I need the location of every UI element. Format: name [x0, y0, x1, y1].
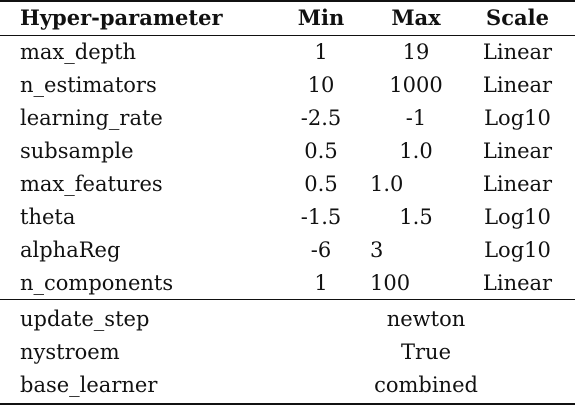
row-max: -1	[405, 106, 427, 130]
row-scale: Linear	[482, 172, 553, 196]
row-scale: Linear	[482, 139, 553, 163]
fixed-row-name: update_step	[20, 307, 150, 331]
row-min: -6	[310, 238, 332, 262]
row-min: 1	[314, 40, 328, 64]
fixed-row-value: True	[401, 340, 451, 364]
row-min: -2.5	[300, 106, 342, 130]
row-min: -1.5	[300, 205, 342, 229]
row-max: 3	[370, 238, 384, 262]
table-bottom-rule	[0, 403, 575, 405]
row-min: 0.5	[304, 139, 338, 163]
row-name: max_depth	[20, 40, 137, 64]
fixed-row: nystroem True	[0, 336, 575, 369]
fixed-row: base_learner combined	[0, 369, 575, 402]
row-min: 1	[314, 271, 328, 295]
row-name: max_features	[20, 172, 163, 196]
row-max: 1.5	[399, 205, 433, 229]
table-top-rule	[0, 0, 575, 2]
row-max: 100	[370, 271, 411, 295]
table-row: theta -1.5 1.5 Log10	[0, 201, 575, 234]
table-row: max_depth 1 19 Linear	[0, 36, 575, 69]
header-hyperparameter: Hyper-parameter	[20, 5, 223, 30]
fixed-row-name: base_learner	[20, 373, 158, 397]
header-rule	[0, 35, 575, 36]
header-max: Max	[391, 5, 441, 30]
row-name: subsample	[20, 139, 134, 163]
fixed-row: update_step newton	[0, 303, 575, 336]
row-max: 1000	[389, 73, 443, 97]
row-max: 19	[402, 40, 430, 64]
table-header-row: Hyper-parameter Min Max Scale	[0, 1, 575, 34]
table-row: alphaReg -6 3 Log10	[0, 234, 575, 267]
header-scale: Scale	[486, 5, 549, 30]
fixed-row-name: nystroem	[20, 340, 120, 364]
row-name: n_estimators	[20, 73, 157, 97]
row-scale: Log10	[484, 205, 551, 229]
section-rule	[0, 299, 575, 300]
table-row: max_features 0.5 1.0 Linear	[0, 168, 575, 201]
row-max: 1.0	[370, 172, 404, 196]
table-row: subsample 0.5 1.0 Linear	[0, 135, 575, 168]
table-row: n_components 1 100 Linear	[0, 267, 575, 300]
fixed-row-value: combined	[374, 373, 478, 397]
row-name: alphaReg	[20, 238, 121, 262]
row-min: 0.5	[304, 172, 338, 196]
row-name: learning_rate	[20, 106, 163, 130]
row-max: 1.0	[399, 139, 433, 163]
row-name: n_components	[20, 271, 174, 295]
row-scale: Log10	[484, 106, 551, 130]
row-scale: Linear	[482, 271, 553, 295]
row-scale: Linear	[482, 40, 553, 64]
row-scale: Linear	[482, 73, 553, 97]
fixed-row-value: newton	[386, 307, 466, 331]
row-name: theta	[20, 205, 76, 229]
row-scale: Log10	[484, 238, 551, 262]
row-min: 10	[307, 73, 335, 97]
table-row: learning_rate -2.5 -1 Log10	[0, 102, 575, 135]
header-min: Min	[297, 5, 345, 30]
table-row: n_estimators 10 1000 Linear	[0, 69, 575, 102]
